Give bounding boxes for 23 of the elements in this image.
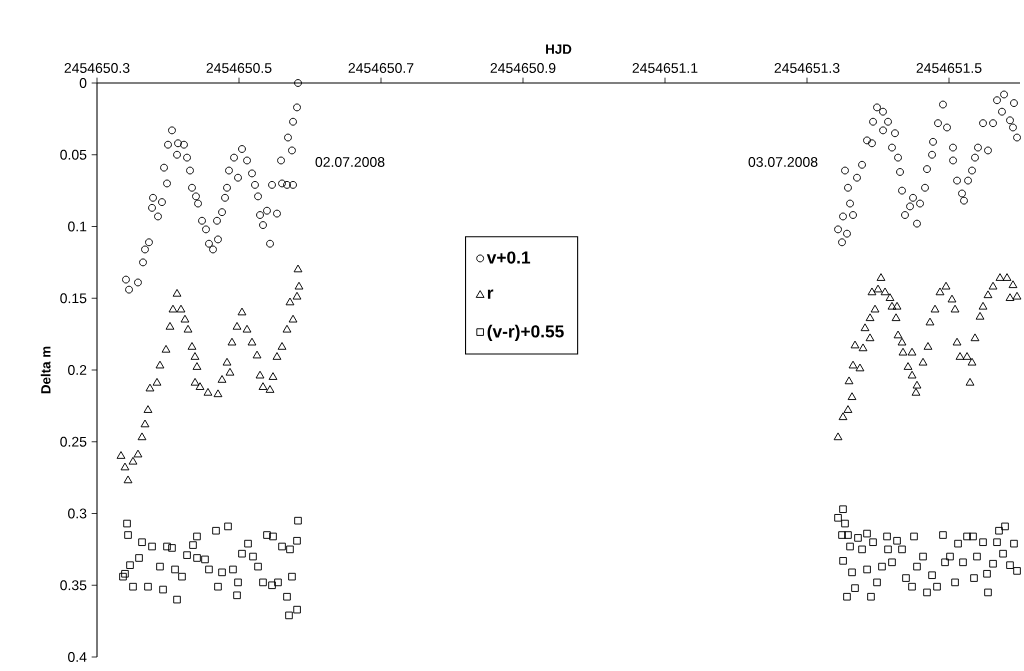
y-tick-label: 0.05 [60,149,87,160]
legend-label: r [487,289,494,299]
y-tick-label: 0.3 [68,508,87,519]
x-tick-label: 2454651.5 [916,63,982,73]
annotation: 02.07.2008 [315,157,385,167]
y-tick-label: 0.35 [60,580,87,591]
x-tick-label: 2454650.5 [206,63,272,73]
x-tick-label: 2454650.7 [348,63,414,73]
x-axis-title: HJD [546,44,572,54]
y-tick-label: 0.4 [68,652,87,662]
y-tick-label: 0.1 [68,221,87,232]
x-tick-label: 2454650.9 [490,63,556,73]
annotation: 03.07.2008 [748,157,818,167]
x-tick-label: 2454650.3 [64,63,130,73]
x-tick-label: 2454651.3 [774,63,840,73]
y-tick-label: 0 [79,78,87,88]
y-tick-label: 0.25 [60,436,87,447]
y-tick-label: 0.15 [60,293,87,304]
legend-label: (v-r)+0.55 [487,324,564,341]
y-tick-label: 0.2 [68,365,87,375]
y-axis-title: Delta m [40,346,51,394]
x-tick-label: 2454651.1 [632,63,698,73]
legend-label: v+0.1 [486,251,531,264]
